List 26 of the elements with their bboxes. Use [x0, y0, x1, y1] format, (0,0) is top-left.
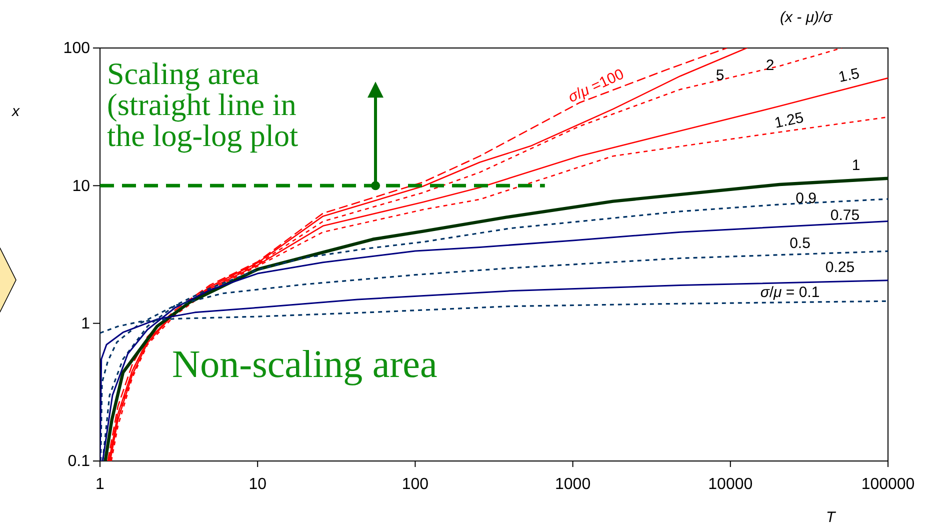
- series-label: 5: [716, 67, 724, 84]
- y-tick-label: 100: [63, 40, 90, 58]
- series-label: 0.75: [830, 207, 860, 224]
- series-label: 0.9: [796, 190, 816, 207]
- text: σ/μ =100: [566, 66, 627, 106]
- text: (x - μ)/σ: [780, 9, 834, 26]
- text: 1.25: [773, 109, 806, 132]
- series-label: 0.25: [825, 259, 855, 276]
- x-tick-label: 100000: [861, 476, 915, 494]
- annotation: Scaling area (straight line in the log-log plot: [107, 56, 299, 153]
- annotation: Non-scaling area: [172, 343, 438, 386]
- x-tick-label: 100: [402, 476, 429, 494]
- x-tick-label: 10000: [708, 476, 753, 494]
- x-tick-label: 1000: [555, 476, 591, 494]
- series-label: 0.5: [790, 235, 810, 252]
- x-tick-label: 1: [96, 476, 105, 494]
- text: 1.5: [837, 65, 862, 86]
- y-tick-label: 1: [81, 315, 90, 332]
- y-tick-label: 0.1: [68, 453, 90, 470]
- series-label: 1: [852, 157, 860, 174]
- x-axis-title: T: [826, 509, 837, 526]
- y-tick-label: 10: [72, 178, 90, 195]
- series-label: 2: [766, 57, 774, 74]
- y-axis-title: x: [11, 103, 20, 120]
- series-label: σ/μ = 0.1: [760, 284, 820, 301]
- x-tick-label: 10: [248, 476, 267, 494]
